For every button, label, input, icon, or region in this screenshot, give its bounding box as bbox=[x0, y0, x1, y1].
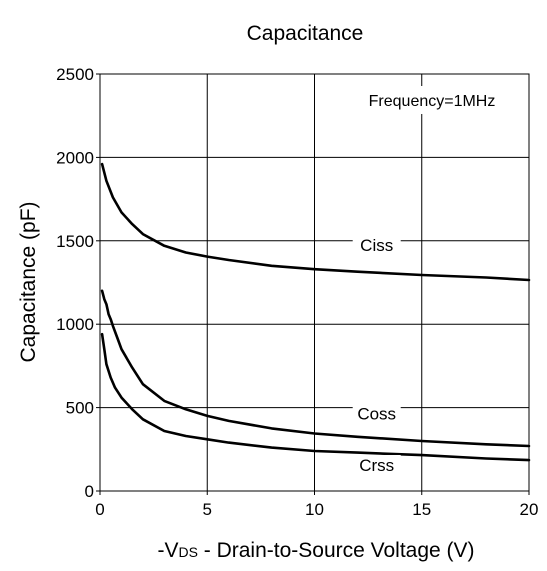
series-labels: Ciss Coss Crss bbox=[352, 234, 401, 475]
y-axis-label: Capacitance (pF) bbox=[17, 201, 40, 362]
series-line-ciss bbox=[100, 162, 531, 282]
grid-lines bbox=[100, 74, 529, 491]
series-label-coss: Coss bbox=[357, 404, 396, 423]
x-axis-label-subscript: DS bbox=[178, 544, 197, 560]
series-line-crss bbox=[100, 332, 531, 462]
x-axis-label-suffix: - Drain-to-Source Voltage (V) bbox=[198, 539, 475, 562]
series-label-background bbox=[352, 454, 401, 475]
series-line-coss bbox=[100, 289, 531, 448]
axis-ticks: 0 5 10 15 20 0 500 1000 1500 2000 2500 bbox=[56, 65, 538, 519]
series-label-crss: Crss bbox=[359, 456, 394, 475]
series-label-ciss: Ciss bbox=[360, 236, 393, 255]
y-tick-label: 2500 bbox=[56, 65, 94, 84]
y-tick-label: 0 bbox=[85, 482, 94, 501]
x-axis-label: -VDS - Drain-to-Source Voltage (V) bbox=[157, 539, 474, 562]
y-tick-label: 2000 bbox=[56, 148, 94, 167]
chart-title: Capacitance bbox=[247, 22, 364, 45]
x-tick-label: 15 bbox=[412, 500, 431, 519]
y-tick-label: 500 bbox=[66, 399, 94, 418]
annotation-background bbox=[342, 86, 518, 114]
x-tick-label: 0 bbox=[95, 500, 104, 519]
series-label-background bbox=[352, 234, 401, 255]
x-tick-label: 20 bbox=[520, 500, 539, 519]
x-tick-label: 5 bbox=[203, 500, 212, 519]
frequency-annotation: Frequency=1MHz bbox=[369, 93, 496, 110]
series-lines bbox=[100, 162, 531, 462]
y-tick-label: 1000 bbox=[56, 315, 94, 334]
y-tick-label: 1500 bbox=[56, 232, 94, 251]
x-axis-label-prefix: -V bbox=[157, 539, 178, 562]
series-label-background bbox=[352, 403, 401, 424]
x-tick-label: 10 bbox=[305, 500, 324, 519]
